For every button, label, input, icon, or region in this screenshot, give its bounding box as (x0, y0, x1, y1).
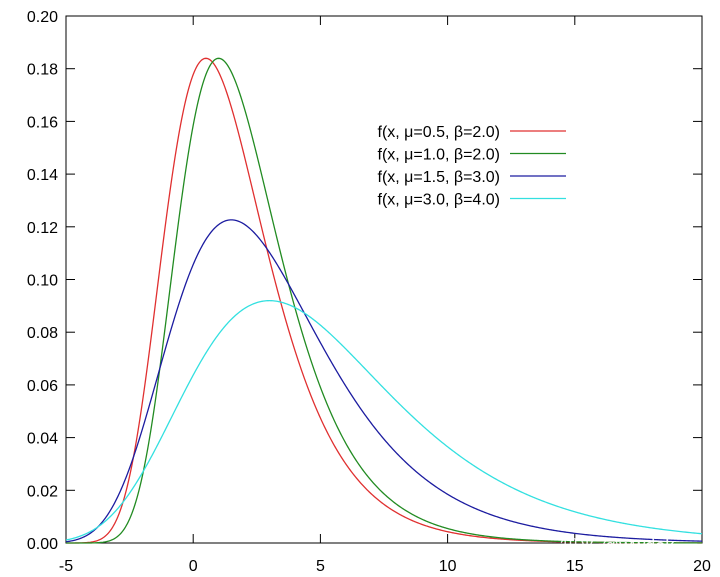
series-line-2 (66, 57, 702, 544)
x-tick-label: 20 (693, 558, 711, 575)
series-line-4 (65, 300, 703, 541)
y-tick-label: 0.14 (27, 167, 58, 184)
y-tick-label: 0.06 (27, 378, 58, 395)
legend-label: f(x, μ=1.0, β=2.0) (378, 147, 500, 164)
plot-series (65, 57, 703, 544)
watermark: 知乎 @wwdok (560, 536, 675, 556)
series-line-3 (65, 219, 703, 543)
y-tick-label: 0.02 (27, 483, 58, 500)
legend: f(x, μ=0.5, β=2.0) f(x, μ=1.0, β=2.0) f(x,… (378, 124, 566, 209)
legend-label: f(x, μ=1.5, β=3.0) (378, 169, 500, 186)
y-tick-label: 0.12 (27, 220, 58, 237)
x-tick-label: 0 (189, 558, 198, 575)
y-tick-label: 0.00 (27, 536, 58, 553)
legend-label: f(x, μ=0.5, β=2.0) (378, 124, 500, 141)
x-tick-label: 15 (566, 558, 584, 575)
y-tick-label: 0.20 (27, 9, 58, 26)
y-tick-label: 0.10 (27, 273, 58, 290)
plot-frame (65, 15, 703, 544)
axis-ticks: 0.00 0.02 0.04 0.06 0.08 0.10 0.12 0.14 0.16 0.18… (27, 9, 711, 575)
y-tick-label: 0.04 (27, 431, 58, 448)
x-tick-label: 5 (316, 558, 325, 575)
legend-label: f(x, μ=3.0, β=4.0) (378, 192, 500, 209)
y-tick-label: 0.16 (27, 114, 58, 131)
y-tick-label: 0.08 (27, 325, 58, 342)
y-tick-label: 0.18 (27, 62, 58, 79)
x-tick-label: -5 (59, 558, 73, 575)
x-tick-label: 10 (439, 558, 457, 575)
